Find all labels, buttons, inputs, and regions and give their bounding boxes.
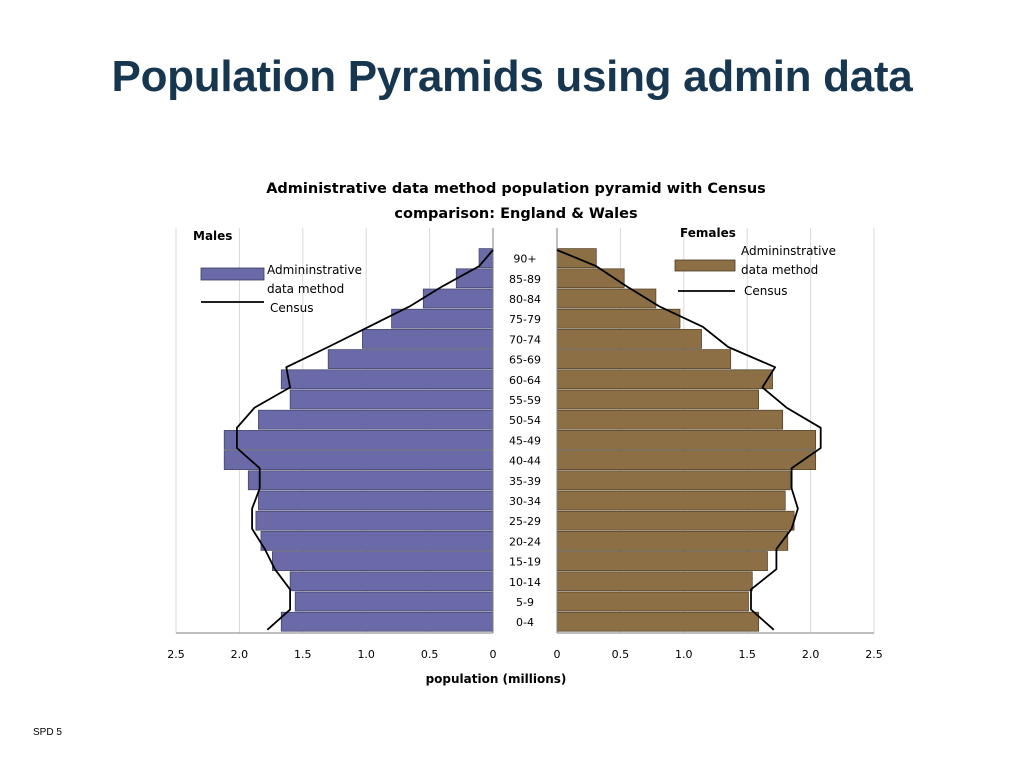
chart-title-line-1: Administrative data method population py… — [266, 181, 766, 197]
tick-label-male-5: 2.5 — [167, 648, 185, 661]
age-label-90+: 90+ — [513, 253, 536, 266]
bar-male-50-54 — [258, 409, 494, 430]
bar-female-65-69 — [556, 349, 732, 369]
page-title: Population Pyramids using admin data — [111, 52, 913, 101]
bar-female-60-64 — [556, 369, 773, 390]
bar-female-0-4 — [556, 611, 759, 632]
age-label-85-89: 85-89 — [509, 273, 541, 286]
age-label-45-49: 45-49 — [509, 434, 541, 447]
axes — [176, 228, 874, 634]
bar-male-55-59 — [289, 389, 494, 410]
bar-male-20-24 — [260, 531, 494, 551]
tick-label-female-2: 1.0 — [675, 648, 693, 661]
bars — [223, 248, 817, 632]
age-label-55-59: 55-59 — [509, 394, 541, 407]
chart-title-line-2: comparison: England & Wales — [394, 206, 637, 222]
bar-female-55-59 — [556, 389, 759, 410]
bar-male-45-49 — [223, 430, 494, 450]
age-label-40-44: 40-44 — [509, 455, 541, 468]
age-label-5-9: 5-9 — [516, 596, 534, 609]
female-legend: Admininstrative data method Census — [674, 244, 840, 298]
females-panel-label: Females — [680, 226, 736, 240]
tick-label-male-0: 0 — [490, 648, 497, 661]
age-label-20-24: 20-24 — [509, 535, 541, 548]
bar-female-25-29 — [556, 510, 795, 531]
bar-male-15-19 — [272, 551, 494, 571]
tick-label-male-4: 2.0 — [231, 648, 249, 661]
age-label-50-54: 50-54 — [509, 414, 541, 427]
bar-male-75-79 — [391, 308, 494, 329]
census-lines — [236, 249, 822, 631]
bar-male-5-9 — [294, 591, 494, 612]
age-label-60-64: 60-64 — [509, 374, 541, 387]
legend-male-census-label: Census — [270, 301, 313, 315]
legend-male-admin-swatch — [200, 267, 265, 281]
male-legend: Admininstrative data method Census — [200, 263, 366, 315]
age-label-80-84: 80-84 — [509, 293, 541, 306]
age-label-10-14: 10-14 — [509, 576, 541, 589]
legend-female-admin-label: Admininstrative data method — [741, 244, 840, 277]
slide-footer: SPD 5 — [33, 727, 62, 738]
bar-male-70-74 — [362, 329, 494, 349]
bar-male-65-69 — [327, 349, 494, 369]
tick-label-female-1: 0.5 — [612, 648, 630, 661]
age-label-65-69: 65-69 — [509, 354, 541, 367]
bar-male-85-89 — [455, 268, 494, 289]
bar-female-75-79 — [556, 308, 681, 329]
bar-male-40-44 — [223, 450, 494, 470]
legend-male-admin-label: Admininstrative data method — [267, 263, 366, 296]
age-label-15-19: 15-19 — [509, 556, 541, 569]
legend-female-census-label: Census — [744, 284, 787, 298]
bar-male-60-64 — [280, 369, 494, 390]
age-label-0-4: 0-4 — [516, 616, 534, 629]
census-line-male — [236, 249, 494, 631]
tick-label-female-5: 2.5 — [865, 648, 883, 661]
bar-female-5-9 — [556, 591, 749, 612]
tick-label-female-0: 0 — [554, 648, 561, 661]
tick-label-male-3: 1.5 — [294, 648, 312, 661]
x-axis-label: population (millions) — [426, 672, 567, 686]
tick-labels: 0 0 0.5 0.5 1.0 1.0 1.5 1.5 2.0 2.0 2.5 2.5 — [167, 648, 883, 661]
tick-label-female-3: 1.5 — [738, 648, 756, 661]
census-line-female — [556, 249, 822, 631]
bar-female-15-19 — [556, 551, 768, 571]
bar-female-80-84 — [556, 288, 657, 309]
age-label-30-34: 30-34 — [509, 495, 541, 508]
bar-male-0-4 — [280, 611, 494, 632]
age-label-25-29: 25-29 — [509, 515, 541, 528]
bar-male-10-14 — [289, 571, 494, 592]
bar-female-30-34 — [556, 490, 786, 511]
legend-female-admin-swatch — [674, 259, 736, 272]
bar-female-40-44 — [556, 450, 817, 470]
bar-male-30-34 — [258, 490, 494, 511]
bar-male-25-29 — [255, 510, 494, 531]
bar-female-20-24 — [556, 531, 789, 551]
age-label-75-79: 75-79 — [509, 313, 541, 326]
category-labels: 0-4 5-9 10-14 15-19 20-24 25-29 30-34 35-39 40-4… — [509, 253, 541, 630]
males-panel-label: Males — [193, 229, 232, 243]
bar-female-45-49 — [556, 430, 817, 450]
tick-label-male-1: 0.5 — [421, 648, 439, 661]
bar-female-70-74 — [556, 329, 702, 349]
age-label-70-74: 70-74 — [509, 333, 541, 346]
bar-female-35-39 — [556, 470, 791, 491]
bar-female-10-14 — [556, 571, 753, 592]
tick-label-male-2: 1.0 — [357, 648, 375, 661]
bar-male-35-39 — [247, 470, 494, 491]
age-label-35-39: 35-39 — [509, 475, 541, 488]
bar-female-50-54 — [556, 409, 784, 430]
tick-label-female-4: 2.0 — [802, 648, 820, 661]
